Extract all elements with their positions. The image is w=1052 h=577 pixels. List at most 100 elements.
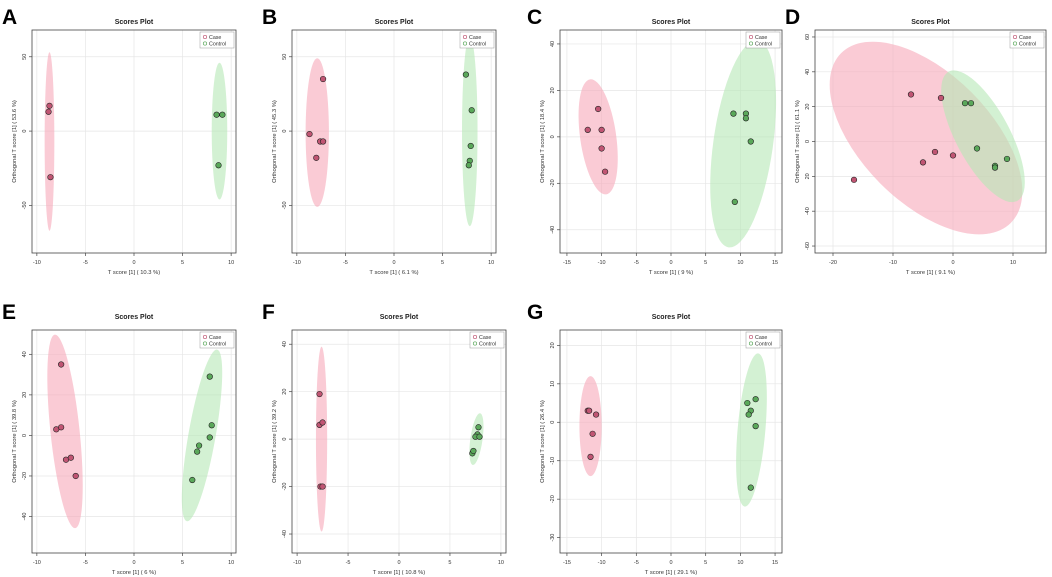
case-point <box>601 168 609 175</box>
legend-label-case: Case <box>209 335 221 341</box>
y-tick-label: 0 <box>805 140 811 143</box>
control-point <box>189 476 196 484</box>
y-tick-label: -40 <box>282 530 288 538</box>
control-point <box>462 71 469 78</box>
y-tick-label: -20 <box>550 179 556 187</box>
x-tick-label: -20 <box>829 260 837 266</box>
control-point <box>206 434 213 441</box>
control-point <box>991 164 999 171</box>
y-tick-label: 60 <box>805 34 811 40</box>
legend-marker-case <box>748 34 754 40</box>
legend-label-control: Control <box>1019 42 1036 48</box>
y-tick-label: 0 <box>282 438 288 441</box>
legend-label-case: Case <box>1019 35 1031 41</box>
legend-marker-case <box>202 334 208 340</box>
legend-marker-case <box>202 34 208 40</box>
y-axis-label: Orthogonal T score [1] ( 18.4 %) <box>540 100 546 183</box>
case-point <box>47 174 54 181</box>
case-point <box>589 430 596 437</box>
x-tick-label: 10 <box>488 260 494 266</box>
control-point <box>730 110 737 117</box>
x-tick-label: 10 <box>498 560 504 566</box>
x-tick-label: -10 <box>293 260 301 266</box>
legend-box <box>745 331 781 349</box>
ellipse-group <box>578 40 777 248</box>
y-tick-label: -10 <box>550 457 556 465</box>
legend-marker-case <box>748 334 754 340</box>
y-tick-label: 0 <box>550 421 556 424</box>
case-confidence-ellipse <box>44 52 55 231</box>
control-point <box>465 162 472 169</box>
ellipse-group <box>47 334 223 529</box>
chart-panel-e: E Scores Plot -10 -5 0 5 10 -40 -20 0 20 40 T score … <box>2 301 237 576</box>
x-tick-label: -5 <box>634 260 639 266</box>
y-tick-label: 0 <box>282 130 288 133</box>
control-point <box>467 142 474 150</box>
y-tick-label: 40 <box>805 69 811 75</box>
x-tick-label: 5 <box>441 260 444 266</box>
case-point <box>592 411 600 418</box>
panel-letter: B <box>262 6 277 29</box>
x-tick-label: 0 <box>669 560 672 566</box>
control-point <box>745 411 752 418</box>
x-tick-label: -10 <box>293 560 301 566</box>
legend-box <box>745 31 781 49</box>
x-tick-label: 10 <box>228 560 234 566</box>
x-tick-label: 10 <box>737 560 743 566</box>
case-point <box>586 407 593 414</box>
x-tick-label: -5 <box>83 560 88 566</box>
panel-letter: G <box>527 301 543 324</box>
y-tick-label: -20 <box>550 495 556 503</box>
legend-label-case: Case <box>469 35 481 41</box>
legend-box <box>1009 31 1045 49</box>
y-tick-label: 40 <box>22 351 28 357</box>
control-point <box>213 111 220 118</box>
chart-panel-c: C Scores Plot -15 -10 -5 0 5 10 15 -40 -20 0 20 40 T s… <box>527 6 783 276</box>
case-point <box>595 105 602 113</box>
x-tick-label: 10 <box>1010 260 1016 266</box>
case-point <box>937 94 945 102</box>
case-point <box>598 145 605 152</box>
y-axis-label: Orthogonal T score [1] ( 39.8 %) <box>12 400 18 483</box>
chart-panel-d: D Scores Plot -20 -10 0 10 -60 -40 20 0 20 40 60 T sc… <box>785 6 1047 276</box>
case-point <box>319 419 326 426</box>
x-axis-label: T score [1] ( 6.1 %) <box>369 270 418 276</box>
legend-marker-control <box>472 341 478 346</box>
y-tick-label: 0 <box>22 434 28 437</box>
ellipse-group <box>305 35 478 227</box>
y-tick-label: 20 <box>282 389 288 395</box>
control-point <box>470 447 477 455</box>
chart-panel-g: G Scores Plot -15 -10 -5 0 5 10 15 -30 -20 -10 0 10 20… <box>527 301 783 576</box>
x-tick-label: 0 <box>951 260 954 266</box>
case-point <box>72 472 79 480</box>
y-tick-label: -30 <box>550 534 556 542</box>
y-tick-label: 0 <box>22 130 28 133</box>
y-tick-label: 50 <box>282 54 288 60</box>
legend-box <box>469 331 505 349</box>
chart-panel-f: F Scores Plot -10 -5 0 5 10 -40 -20 0 20 40 T score … <box>262 301 507 576</box>
y-tick-label: -40 <box>22 513 28 521</box>
plot-title: Scores Plot <box>652 19 691 26</box>
case-point <box>584 126 591 133</box>
control-point <box>208 422 215 429</box>
control-point <box>195 442 203 449</box>
x-tick-label: 5 <box>181 560 184 566</box>
x-tick-label: 0 <box>132 260 135 266</box>
x-tick-label: 0 <box>669 260 672 266</box>
legend-label-control: Control <box>209 342 226 348</box>
x-axis-label: T score [1] ( 6 %) <box>112 570 156 576</box>
legend-marker-control <box>748 341 754 346</box>
case-point <box>319 138 327 145</box>
control-point <box>219 111 226 118</box>
case-point <box>587 453 594 460</box>
case-point <box>850 176 858 183</box>
control-point <box>742 115 750 122</box>
case-confidence-ellipse <box>305 58 329 207</box>
